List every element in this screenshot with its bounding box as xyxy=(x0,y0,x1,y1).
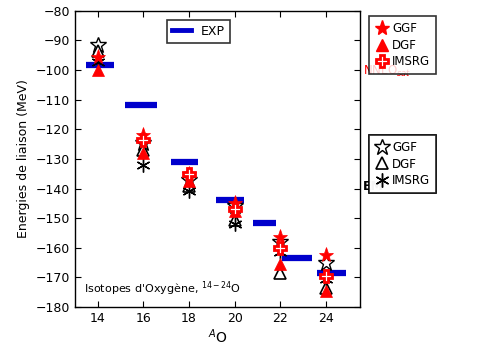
Text: Isotopes d'Oxygène, $^{14-24}$O: Isotopes d'Oxygène, $^{14-24}$O xyxy=(84,279,240,298)
Legend: GGF, DGF, IMSRG: GGF, DGF, IMSRG xyxy=(369,135,436,193)
Text: EM: EM xyxy=(363,180,384,193)
X-axis label: $^A$O: $^A$O xyxy=(208,328,228,346)
Text: NNLO$_{sat}$: NNLO$_{sat}$ xyxy=(363,64,411,79)
Y-axis label: Energies de liaison (MeV): Energies de liaison (MeV) xyxy=(17,79,30,238)
